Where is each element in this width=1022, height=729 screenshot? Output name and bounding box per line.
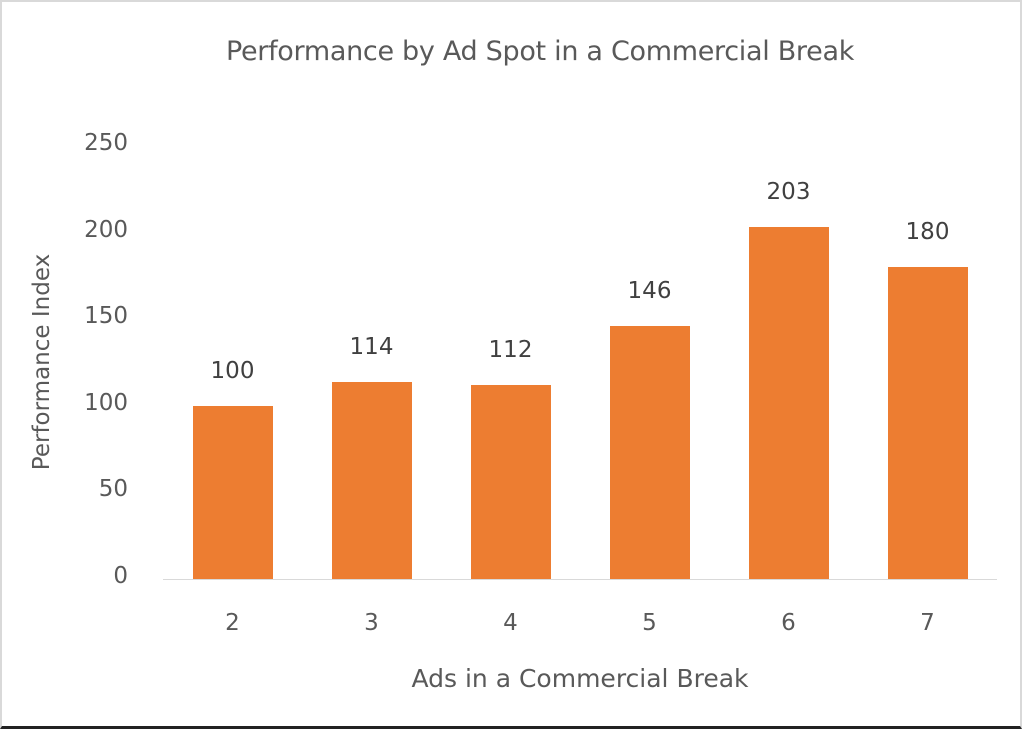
y-tick-label: 150 [84, 303, 128, 330]
y-tick-label: 100 [84, 389, 128, 416]
bar [192, 405, 273, 579]
y-tick-label: 200 [84, 216, 128, 243]
y-axis-label: Performance Index [29, 253, 55, 471]
bar [331, 381, 412, 579]
data-label: 146 [627, 278, 672, 305]
data-label: 100 [210, 357, 255, 384]
data-label: 203 [766, 179, 811, 206]
chart-title: Performance by Ad Spot in a Commercial B… [225, 36, 855, 67]
x-tick-label: 7 [920, 610, 935, 636]
data-label: 180 [905, 219, 950, 246]
y-tick-label: 0 [113, 563, 128, 589]
bar [748, 227, 829, 579]
bar [609, 326, 690, 579]
x-tick-label: 2 [225, 610, 240, 636]
x-axis-line [163, 579, 997, 580]
x-axis-label: Ads in a Commercial Break [411, 664, 749, 693]
x-tick-label: 6 [781, 610, 796, 636]
data-label: 114 [349, 333, 394, 360]
x-tick-label: 5 [642, 610, 657, 636]
y-tick-label: 50 [98, 476, 128, 503]
x-tick-label: 4 [503, 610, 518, 636]
bar [470, 385, 551, 579]
y-tick-label: 250 [84, 130, 128, 156]
data-label: 112 [488, 337, 533, 364]
bar [887, 267, 968, 579]
x-tick-label: 3 [364, 610, 379, 636]
